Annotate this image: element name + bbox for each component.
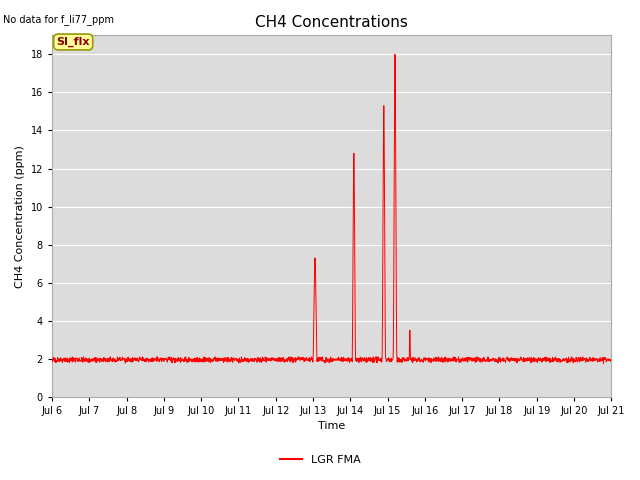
Text: No data for f_li77_ppm: No data for f_li77_ppm [3, 14, 114, 25]
X-axis label: Time: Time [318, 421, 345, 432]
Legend: LGR FMA: LGR FMA [275, 451, 365, 469]
Text: SI_flx: SI_flx [56, 37, 90, 47]
Y-axis label: CH4 Concentration (ppm): CH4 Concentration (ppm) [15, 144, 25, 288]
Title: CH4 Concentrations: CH4 Concentrations [255, 15, 408, 30]
